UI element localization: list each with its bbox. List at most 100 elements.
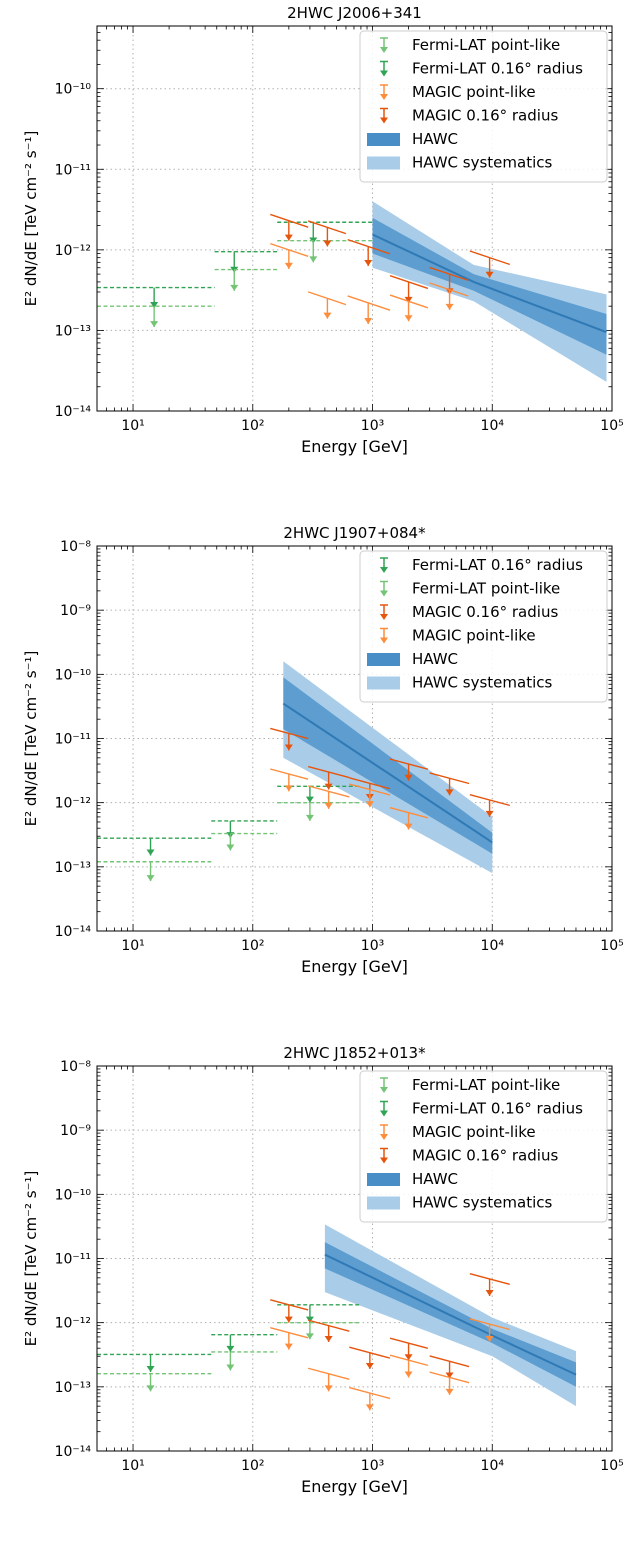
- ul-bin: [349, 1346, 391, 1359]
- chart-panel-j2006: 2HWC J2006+341 10¹ 10² 10³ 10⁴ 10⁵ 10⁻¹⁴ 10⁻¹³ 1…: [0, 0, 629, 520]
- ul-arrow: [150, 321, 159, 328]
- ul-arrow: [284, 1343, 293, 1350]
- ul-arrow: [323, 240, 332, 247]
- upper-limit: [270, 213, 309, 241]
- y-tick-label: 10⁻¹²: [55, 243, 91, 259]
- ul-arrow: [485, 271, 494, 278]
- legend-swatch: [367, 133, 400, 146]
- ul-arrow: [324, 1335, 333, 1342]
- x-tick-label: 10³: [361, 418, 384, 434]
- plot-frame: [96, 545, 613, 932]
- chart-title: 2HWC J1907+084*: [283, 524, 426, 542]
- y-axis-label: E² dN/dE [TeV cm⁻² s⁻¹]: [22, 1171, 40, 1347]
- legend-label: Fermi-LAT 0.16° radius: [412, 60, 583, 78]
- upper-limit: [349, 783, 391, 808]
- legend-item: Fermi-LAT 0.16° radius: [380, 1100, 583, 1118]
- upper-limit: [389, 275, 429, 303]
- x-axis-label: Energy [GeV]: [301, 957, 408, 976]
- legend-item: Fermi-LAT point-like: [380, 580, 560, 598]
- ul-bin: [349, 1386, 391, 1400]
- upper-limit: [211, 1333, 278, 1352]
- ul-arrow: [404, 296, 413, 303]
- legend-label: Fermi-LAT 0.16° radius: [412, 1100, 583, 1118]
- ul-bin: [349, 783, 391, 796]
- ul-arrow: [146, 1366, 155, 1373]
- y-axis-label: E² dN/dE [TeV cm⁻² s⁻¹]: [22, 651, 40, 827]
- legend-box: [359, 550, 608, 703]
- upper-limit: [270, 1326, 309, 1350]
- ul-arrow: [305, 1316, 314, 1323]
- legend-item: HAWC systematics: [367, 674, 553, 692]
- x-axis-label: Energy [GeV]: [301, 437, 408, 456]
- legend-label: Fermi-LAT 0.16° radius: [412, 556, 583, 574]
- legend-ul-arrow: [380, 70, 388, 77]
- x-tick-label: 10⁴: [481, 1458, 505, 1474]
- legend-ul-arrow: [380, 567, 388, 573]
- legend-swatch: [367, 653, 400, 666]
- legend-box: [359, 30, 608, 183]
- upper-limit: [270, 242, 309, 269]
- ul-arrow: [305, 814, 314, 821]
- x-tick-label: 10¹: [121, 418, 144, 434]
- x-tick-label: 10⁵: [600, 1458, 623, 1474]
- legend-label: MAGIC 0.16° radius: [412, 1147, 558, 1165]
- ul-arrow: [324, 802, 333, 809]
- ul-arrow: [324, 783, 333, 790]
- y-tick-label: 10⁻¹¹: [55, 162, 91, 178]
- y-tick-label: 10⁻¹⁰: [55, 1187, 92, 1203]
- legend-label: MAGIC point-like: [412, 627, 536, 645]
- x-tick-label: 10⁴: [481, 938, 505, 954]
- legend-label: Fermi-LAT point-like: [412, 36, 560, 54]
- upper-limit: [97, 305, 215, 328]
- legend-item: MAGIC 0.16° radius: [380, 603, 558, 621]
- y-tick-label: 10⁻¹⁴: [55, 924, 92, 940]
- ul-bin: [429, 772, 470, 785]
- upper-limit: [307, 1367, 350, 1392]
- chart-j2006: 2HWC J2006+341 10¹ 10² 10³ 10⁴ 10⁵ 10⁻¹⁴ 10⁻¹³ 1…: [22, 4, 624, 456]
- legend-ul-arrow: [380, 47, 388, 53]
- legend-item: MAGIC point-like: [380, 627, 536, 645]
- ul-arrow: [226, 844, 235, 851]
- legend-box: [359, 1070, 608, 1223]
- legend-item: Fermi-LAT 0.16° radius: [380, 556, 583, 574]
- plot-frame: [96, 25, 613, 412]
- legend-item: MAGIC point-like: [380, 1123, 536, 1141]
- ul-arrow: [324, 1385, 333, 1392]
- upper-limit: [211, 832, 278, 851]
- upper-limit: [469, 1272, 510, 1297]
- upper-limit: [349, 1386, 391, 1411]
- upper-limit: [389, 294, 429, 322]
- y-tick-label: 10⁻⁸: [60, 1059, 91, 1075]
- ul-arrow: [485, 1290, 494, 1297]
- upper-limit: [429, 772, 470, 796]
- ul-arrow: [365, 1362, 374, 1369]
- legend-item: Fermi-LAT 0.16° radius: [380, 60, 583, 78]
- upper-limit: [389, 806, 429, 830]
- chart-j1907: 2HWC J1907+084* 10¹ 10² 10³ 10⁴ 10⁵ 10⁻¹⁴ 10⁻¹³…: [22, 524, 624, 976]
- ul-arrow: [485, 810, 494, 817]
- y-tick-label: 10⁻¹¹: [55, 732, 91, 748]
- legend-swatch: [367, 1173, 400, 1186]
- ul-arrow: [146, 1385, 155, 1392]
- legend-item: HAWC: [367, 130, 458, 148]
- ticks: [96, 545, 613, 932]
- legend-label: HAWC systematics: [412, 154, 553, 172]
- legend-ul-arrow: [380, 1110, 388, 1117]
- hawc-fit-line: [282, 702, 493, 844]
- ul-arrow: [485, 1335, 494, 1342]
- y-tick-label: 10⁻¹⁴: [55, 1444, 92, 1460]
- legend-ul-arrow: [380, 117, 388, 124]
- legend-label: MAGIC point-like: [412, 83, 536, 101]
- y-tick-label: 10⁻¹⁴: [55, 404, 92, 420]
- ul-arrow: [309, 256, 318, 263]
- y-tick-label: 10⁻¹²: [55, 1316, 91, 1332]
- y-tick-label: 10⁻⁸: [60, 539, 91, 555]
- upper-limit: [389, 1354, 429, 1378]
- legend-ul-arrow: [380, 1134, 388, 1140]
- ul-arrow: [404, 774, 413, 781]
- legend-ul-arrow: [380, 1157, 388, 1164]
- ul-arrow: [146, 849, 155, 856]
- ul-arrow: [284, 234, 293, 241]
- ul-arrow: [445, 303, 454, 310]
- hawc-fit-line: [372, 233, 607, 334]
